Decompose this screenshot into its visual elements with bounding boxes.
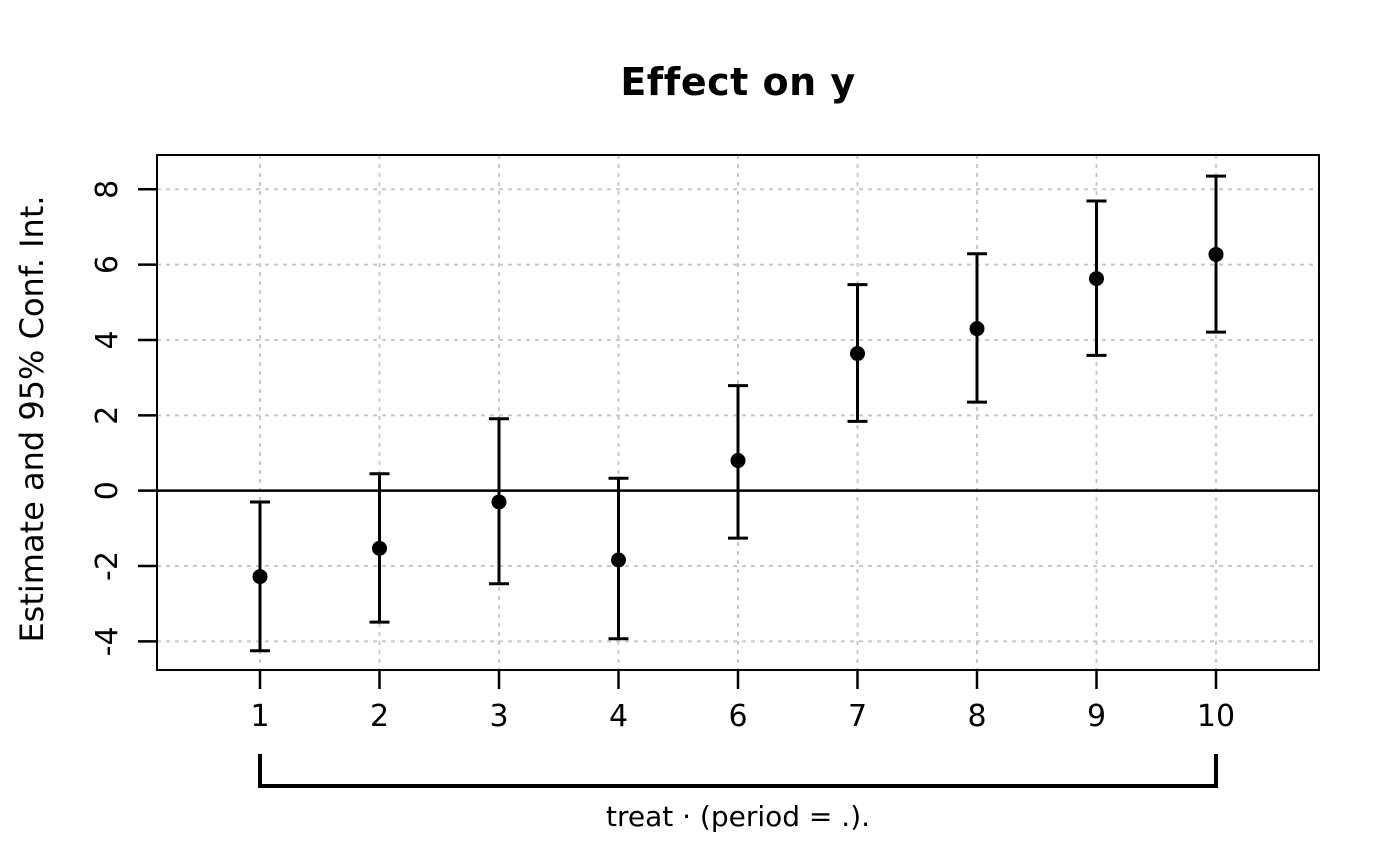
y-tick-label: 4 bbox=[90, 330, 125, 349]
point-estimate bbox=[730, 453, 746, 469]
y-tick-label: -2 bbox=[90, 551, 125, 581]
x-tick-label: 2 bbox=[370, 699, 389, 734]
chart-title: Effect on y bbox=[620, 60, 856, 104]
point-estimate bbox=[1208, 246, 1224, 262]
point-estimate bbox=[611, 552, 626, 568]
y-tick-label: 2 bbox=[90, 406, 125, 425]
x-tick-label: 4 bbox=[609, 699, 628, 734]
x-tick-label: 8 bbox=[967, 699, 986, 734]
y-tick-label: -4 bbox=[90, 626, 125, 656]
x-axis-title: treat · (period = .). bbox=[605, 800, 871, 833]
point-estimate bbox=[1089, 271, 1104, 287]
x-tick-label: 9 bbox=[1087, 699, 1106, 734]
axis-group-bracket bbox=[258, 754, 1218, 788]
point-estimate bbox=[252, 569, 268, 585]
x-tick-label: 1 bbox=[250, 699, 269, 734]
point-estimate bbox=[372, 540, 387, 556]
point-estimate bbox=[969, 321, 985, 337]
y-tick-label: 8 bbox=[90, 180, 125, 199]
point-estimate bbox=[850, 346, 865, 362]
x-tick-label: 3 bbox=[489, 699, 508, 734]
y-tick-label: 0 bbox=[90, 481, 125, 500]
x-tick-label: 10 bbox=[1197, 699, 1235, 734]
point-estimate bbox=[491, 494, 507, 510]
x-tick-label: 6 bbox=[728, 699, 747, 734]
y-tick-label: 6 bbox=[90, 255, 125, 274]
x-tick-label: 7 bbox=[848, 699, 867, 734]
